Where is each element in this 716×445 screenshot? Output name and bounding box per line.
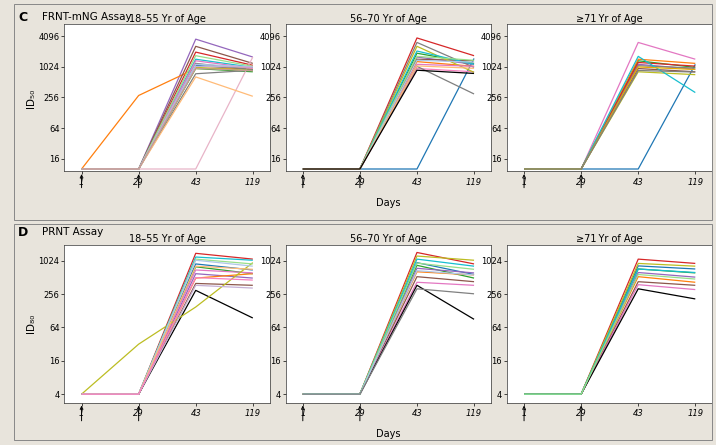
Title: ≥71 Yr of Age: ≥71 Yr of Age: [576, 14, 643, 24]
X-axis label: Days: Days: [376, 429, 401, 439]
Title: 18–55 Yr of Age: 18–55 Yr of Age: [129, 14, 205, 24]
Title: 18–55 Yr of Age: 18–55 Yr of Age: [129, 234, 205, 244]
Title: 56–70 Yr of Age: 56–70 Yr of Age: [350, 14, 427, 24]
Title: ≥71 Yr of Age: ≥71 Yr of Age: [576, 234, 643, 244]
X-axis label: Days: Days: [376, 198, 401, 208]
Y-axis label: ID₅₀: ID₅₀: [26, 88, 36, 108]
Y-axis label: ID₈₀: ID₈₀: [26, 314, 36, 333]
Text: FRNT-mNG Assay: FRNT-mNG Assay: [42, 12, 131, 22]
Text: PRNT Assay: PRNT Assay: [42, 227, 103, 237]
Title: 56–70 Yr of Age: 56–70 Yr of Age: [350, 234, 427, 244]
Text: D: D: [18, 226, 28, 239]
Text: C: C: [18, 11, 27, 24]
